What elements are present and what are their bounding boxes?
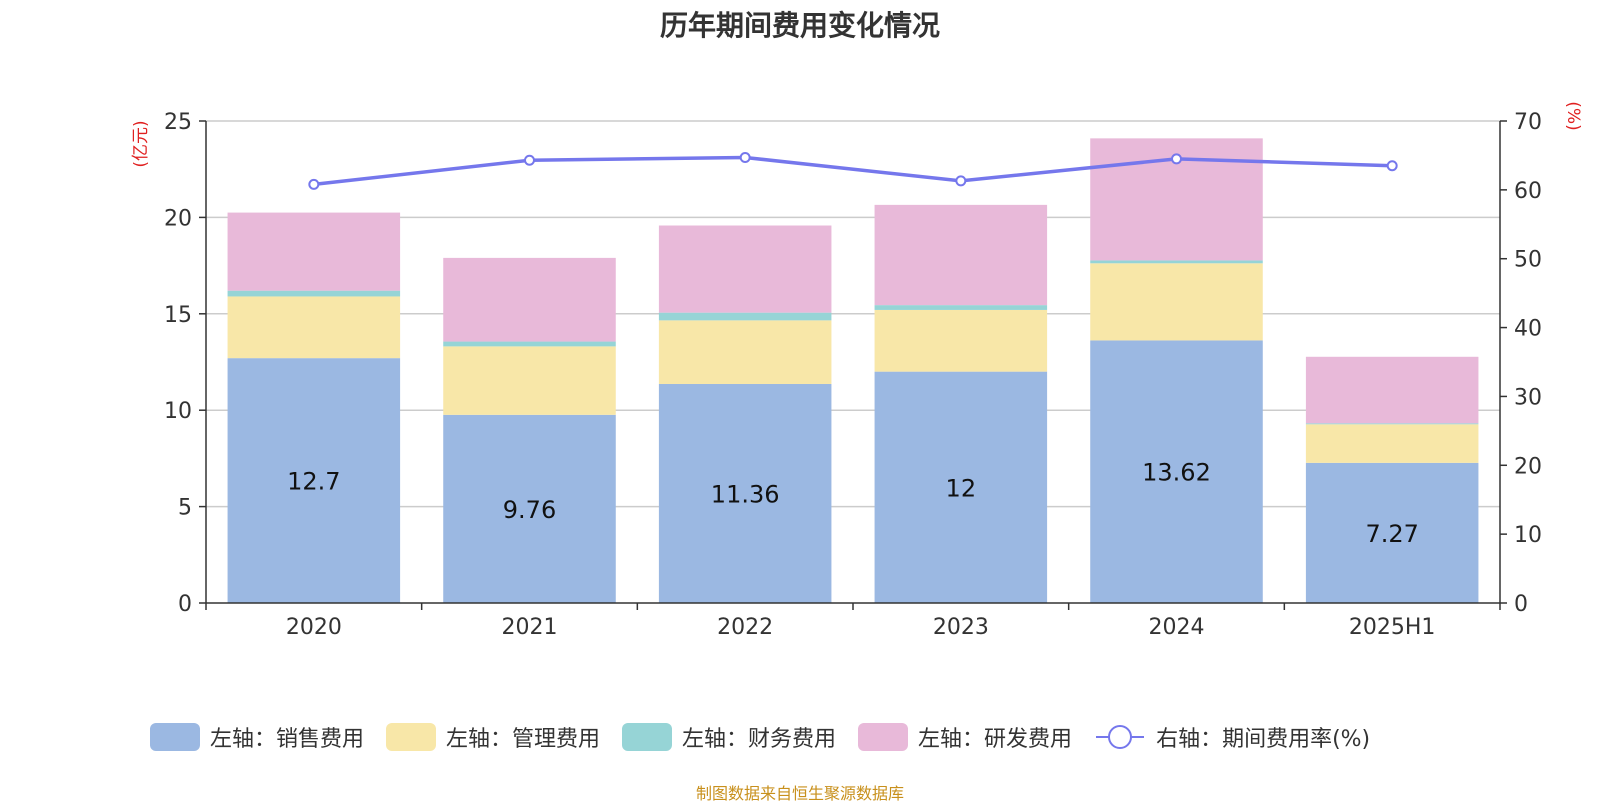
bar-segment-1 [1305,424,1479,463]
bar-segment-0 [658,383,832,603]
legend-label-finance: 左轴：财务费用 [682,727,837,752]
legend-swatch-sales [150,723,200,751]
x-axis-tick-label: 2022 [717,615,773,640]
bar-data-label: 9.76 [503,496,556,524]
bar-segment-0 [1305,462,1479,603]
legend-swatch-finance [622,723,673,751]
legend-item-sales[interactable]: 左轴：销售费用 [150,721,364,753]
right-axis-tick-label: 0 [1514,592,1528,617]
bar-segment-0 [1090,340,1263,603]
legend-label-ratio: 右轴：期间费用率(%) [1156,727,1371,752]
ratio-point [1171,153,1182,165]
x-axis-tick-label: 2021 [502,615,558,640]
left-axis-tick-label: 25 [164,110,192,135]
left-axis-tick-label: 10 [164,399,192,424]
legend-line-marker-icon [1096,725,1145,749]
bar-data-label: 12 [946,474,977,502]
bar-segment-1 [658,320,832,384]
x-axis-tick-label: 2023 [933,615,989,640]
legend-item-admin[interactable]: 左轴：管理费用 [386,721,600,753]
right-axis-tick-label: 40 [1514,317,1542,342]
bar-segment-3 [1305,356,1479,424]
legend-item-finance[interactable]: 左轴：财务费用 [622,721,836,753]
chart-legend: 左轴：销售费用 左轴：管理费用 左轴：财务费用 左轴：研发费用 右轴：期间费用率… [150,720,1392,754]
bar-segment-0 [443,414,616,603]
bar-data-label: 13.62 [1142,459,1211,487]
bar-segment-2 [1090,260,1263,264]
right-axis-tick-label: 20 [1514,454,1542,479]
bar-segment-2 [1305,423,1479,425]
ratio-point [955,175,967,187]
bar-segment-1 [874,309,1048,372]
left-axis-tick-label: 20 [164,206,192,231]
left-axis-tick-label: 5 [178,496,192,521]
left-axis-tick-label: 0 [178,592,192,617]
bar-segment-3 [443,257,616,342]
legend-label-sales: 左轴：销售费用 [210,727,365,752]
chart-title: 历年期间费用变化情况 [659,9,940,42]
right-axis-tick-label: 60 [1514,179,1542,204]
bar-segment-1 [1090,263,1263,341]
x-axis-tick-label: 2025H1 [1349,615,1436,640]
legend-item-ratio[interactable]: 右轴：期间费用率(%) [1094,721,1370,753]
right-axis-tick-label: 70 [1514,110,1542,135]
bar-segment-0 [874,371,1048,603]
bar-segment-2 [443,341,616,347]
ratio-point [524,154,535,166]
bar-data-label: 12.7 [287,468,340,496]
legend-label-admin: 左轴：管理费用 [446,727,601,752]
ratio-point [308,178,320,190]
bar-segment-3 [658,225,832,313]
bar-data-label: 7.27 [1365,520,1418,548]
bar-segment-2 [658,312,832,321]
bar-segment-2 [227,290,401,297]
right-axis-tick-label: 50 [1514,248,1542,273]
bar-segment-2 [874,305,1048,310]
x-axis-tick-label: 2020 [286,615,342,640]
x-axis-tick-label: 2024 [1149,615,1205,640]
left-axis-tick-label: 15 [164,303,192,328]
legend-swatch-admin [386,723,437,751]
bar-segment-3 [874,204,1048,306]
bar-segment-0 [227,358,401,603]
ratio-point [739,151,751,163]
ratio-line [313,155,1393,187]
bar-segment-1 [443,346,616,415]
source-note: 制图数据来自恒生聚源数据库 [695,784,904,803]
bar-segment-1 [227,296,401,359]
right-axis-tick-label: 30 [1514,385,1542,410]
left-axis-unit: (亿元) [131,120,151,167]
bar-segment-3 [227,212,401,291]
legend-label-rnd: 左轴：研发费用 [918,727,1073,752]
legend-swatch-rnd [858,723,909,751]
legend-item-rnd[interactable]: 左轴：研发费用 [858,721,1072,753]
bar-data-label: 11.36 [711,480,780,508]
ratio-point [1386,160,1398,172]
right-axis-unit: (%) [1563,101,1583,130]
right-axis-tick-label: 10 [1514,523,1542,548]
